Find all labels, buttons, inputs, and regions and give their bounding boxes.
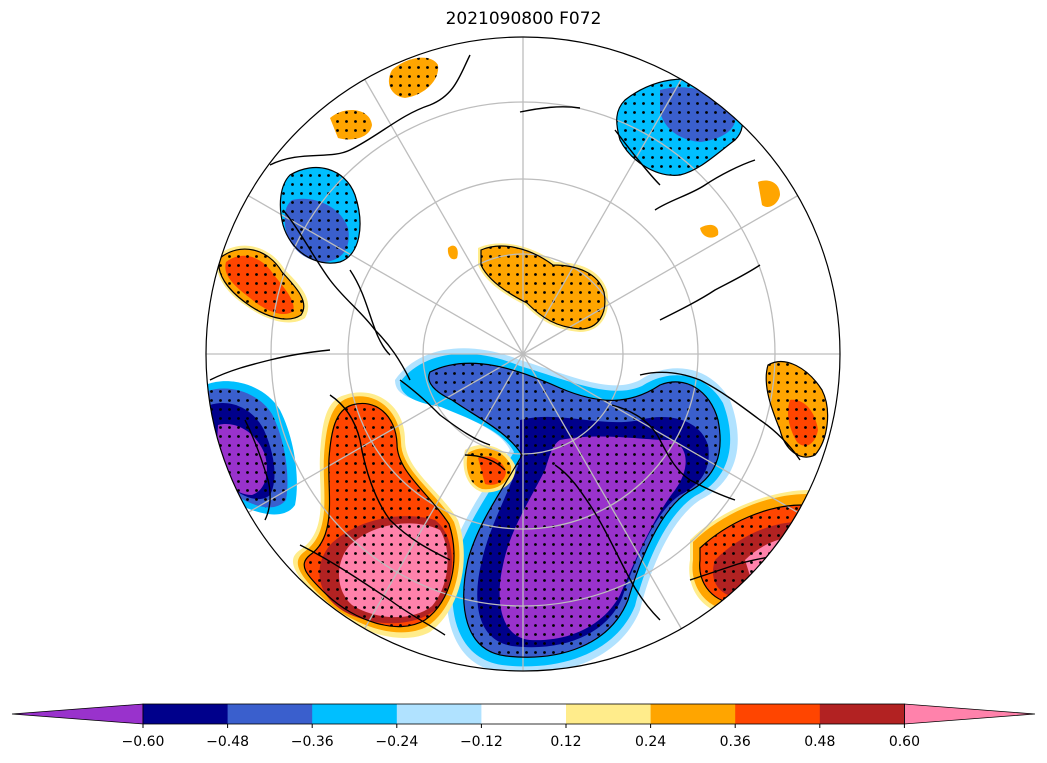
colorbar-cell bbox=[312, 704, 398, 724]
colorbar-cell bbox=[143, 704, 229, 724]
negative-anomaly-upper-left bbox=[280, 167, 360, 264]
colorbar-tick-label: 0.24 bbox=[635, 734, 666, 750]
positive-anomaly-small bbox=[330, 57, 828, 493]
colorbar-tick-label: −0.60 bbox=[122, 734, 165, 750]
map-title: 2021090800 F072 bbox=[445, 9, 602, 29]
negative-anomaly-eurasia bbox=[395, 348, 738, 671]
anomaly-field bbox=[206, 37, 840, 671]
polar-map bbox=[205, 36, 841, 672]
colorbar-ticks: −0.60 −0.48 −0.36 −0.24 −0.12 0.12 0.24 0.36 0.4… bbox=[122, 724, 920, 750]
colorbar-cell bbox=[819, 704, 905, 724]
colorbar-cell bbox=[566, 704, 652, 724]
colorbar-cell bbox=[227, 704, 313, 724]
colorbar-tick-label: −0.36 bbox=[291, 734, 334, 750]
negative-anomaly-upper-right bbox=[616, 79, 743, 176]
graticule bbox=[206, 37, 840, 671]
colorbar-tick-label: 0.48 bbox=[804, 734, 835, 750]
contour-lines bbox=[218, 78, 829, 658]
colorbar-outline bbox=[142, 703, 905, 725]
positive-anomaly-arctic bbox=[478, 243, 609, 332]
colorbar-cell bbox=[735, 704, 821, 724]
colorbar-tick-label: 0.12 bbox=[550, 734, 581, 750]
colorbar-cells bbox=[11, 703, 1036, 725]
colorbar-extend-low bbox=[11, 703, 144, 725]
colorbar-cell bbox=[481, 704, 567, 724]
colorbar-tick-label: −0.24 bbox=[375, 734, 418, 750]
colorbar-tick-label: −0.48 bbox=[206, 734, 249, 750]
map-boundary bbox=[205, 36, 841, 672]
positive-anomaly-greenland bbox=[216, 245, 309, 323]
colorbar-tick-label: 0.60 bbox=[889, 734, 920, 750]
colorbar-tick-label: 0.36 bbox=[720, 734, 751, 750]
colorbar-cell bbox=[650, 704, 736, 724]
positive-anomaly-north-america bbox=[292, 392, 464, 638]
colorbar-tick-label: −0.12 bbox=[460, 734, 503, 750]
colorbar: −0.60 −0.48 −0.36 −0.24 −0.12 0.12 0.24 0.36 0.4… bbox=[11, 703, 1036, 750]
coastlines bbox=[209, 54, 801, 636]
colorbar-cell bbox=[396, 704, 482, 724]
colorbar-extend-high bbox=[904, 703, 1036, 725]
